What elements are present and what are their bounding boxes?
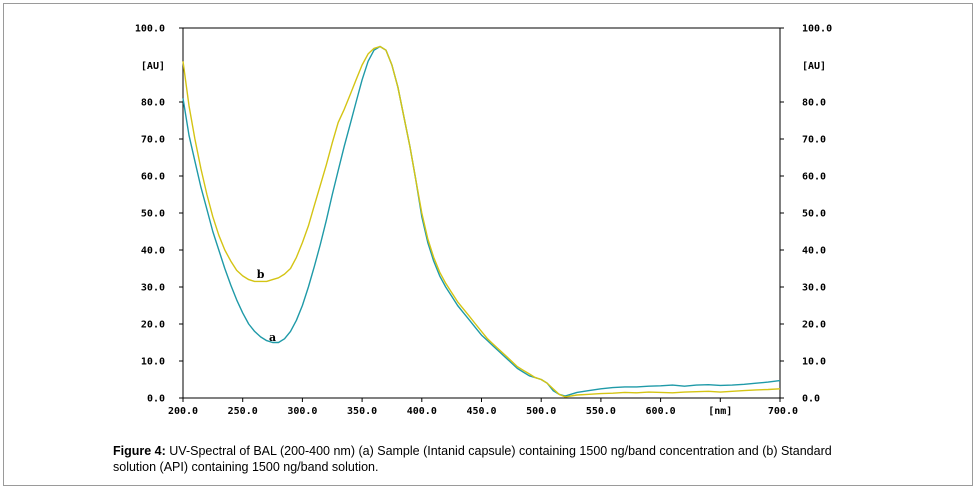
y-tick-label-right: 80.0 [802,98,826,109]
x-tick-label: 450.0 [466,406,496,417]
y-tick-label-left: 10.0 [141,357,165,368]
y-tick-label-left: 80.0 [141,98,165,109]
figure-caption-text: UV-Spectral of BAL (200-400 nm) (a) Samp… [113,444,832,474]
y-tick-label-right: 40.0 [802,246,826,257]
y-tick-label-right: 100.0 [802,24,832,35]
x-tick-label: 200.0 [168,406,198,417]
y-tick-label-right: 70.0 [802,135,826,146]
y-tick-label-left: 0.0 [147,394,165,405]
y-axis-label-right: [AU] [802,61,826,72]
figure-caption: Figure 4: UV-Spectral of BAL (200-400 nm… [113,443,873,475]
y-tick-label-left: 20.0 [141,320,165,331]
series-layer: ab [182,45,781,398]
series-line-a [182,45,781,397]
y-axis-label-left: [AU] [141,61,165,72]
x-tick-label: 700.0 [768,406,798,417]
y-tick-label-right: 20.0 [802,320,826,331]
x-tick-label: 600.0 [646,406,676,417]
y-tick-label-left: 60.0 [141,172,165,183]
figure-frame [3,3,973,486]
y-tick-label-right: 10.0 [802,357,826,368]
y-tick-label-left: 40.0 [141,246,165,257]
y-tick-label-left: 50.0 [141,209,165,220]
y-tick-label-left: 30.0 [141,283,165,294]
x-axis-label: [nm] [708,406,732,417]
series-label-b: b [257,268,265,281]
x-tick-label: 550.0 [586,406,616,417]
series-line-b [182,45,781,398]
series-label-a: a [269,331,276,344]
uv-spectrum-chart: 0.0 0.0 10.0 10.0 20.0 20.0 30.0 30.0 40.0 40.0 50… [135,24,832,418]
y-tick-label-right: 30.0 [802,283,826,294]
x-tick-label: 400.0 [407,406,437,417]
x-tick-label: 300.0 [287,406,317,417]
y-tick-label-right: 0.0 [802,394,820,405]
x-tick-label: 350.0 [347,406,377,417]
x-tick-label: 500.0 [526,406,556,417]
y-tick-label-left: 70.0 [141,135,165,146]
figure-caption-label: Figure 4: [113,444,166,458]
y-tick-label-right: 50.0 [802,209,826,220]
y-tick-label-right: 60.0 [802,172,826,183]
y-tick-label-left: 100.0 [135,24,165,35]
axis-ticks: 0.0 0.0 10.0 10.0 20.0 20.0 30.0 30.0 40.0 40.0 50… [135,24,832,418]
x-tick-label: 250.0 [228,406,258,417]
